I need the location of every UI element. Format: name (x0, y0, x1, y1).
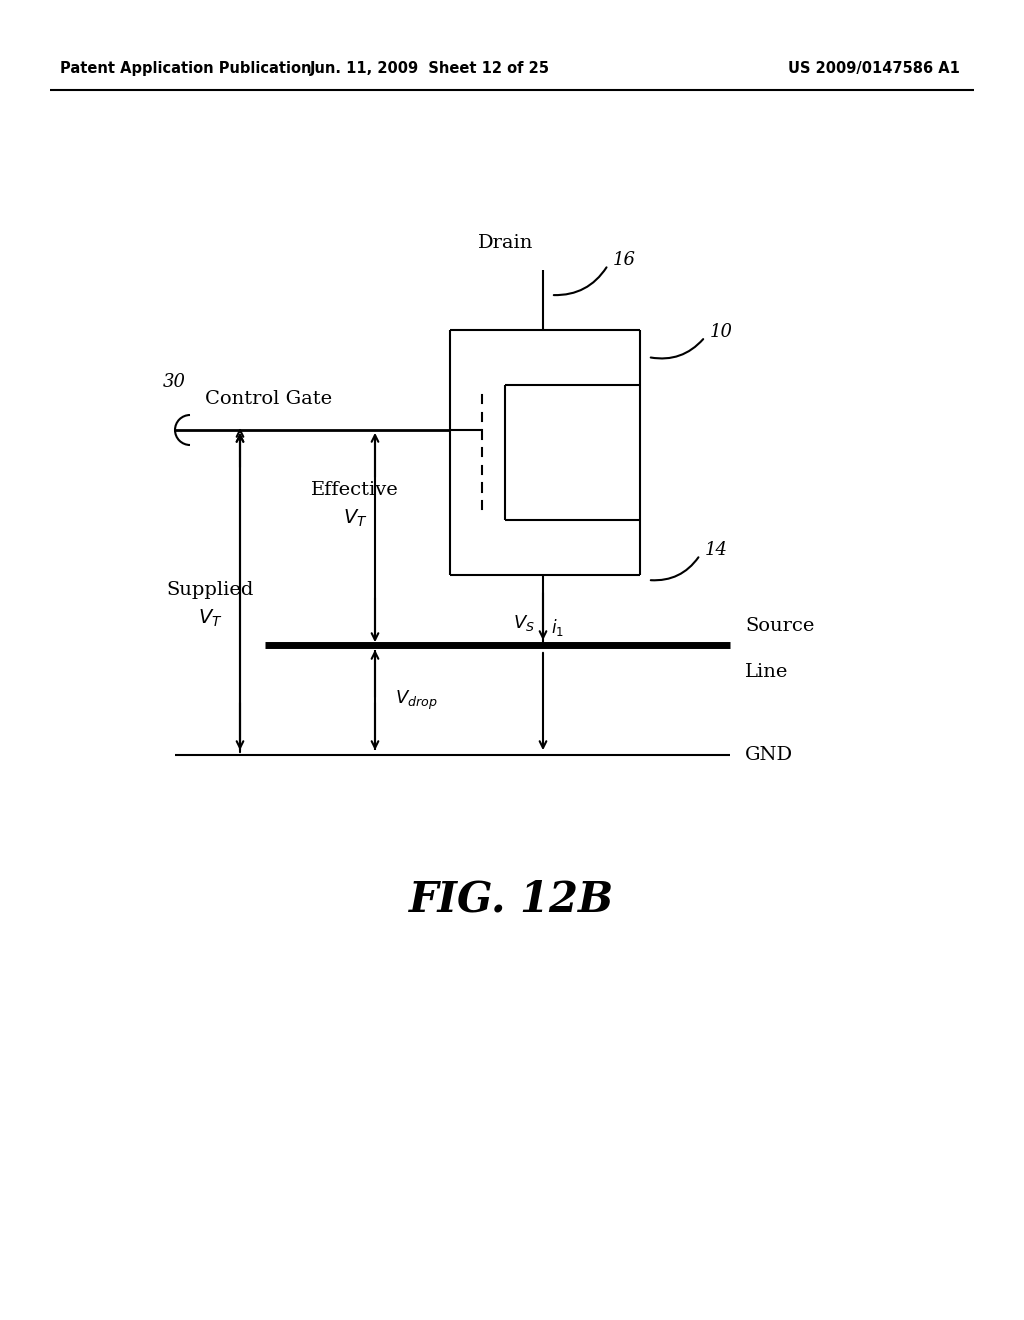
Text: GND: GND (745, 746, 794, 764)
Text: Control Gate: Control Gate (205, 389, 332, 408)
Text: $V_S$: $V_S$ (513, 612, 535, 634)
Text: Jun. 11, 2009  Sheet 12 of 25: Jun. 11, 2009 Sheet 12 of 25 (310, 61, 550, 75)
Text: Source: Source (745, 616, 814, 635)
Text: $V_T$: $V_T$ (343, 507, 368, 528)
Text: Supplied: Supplied (166, 581, 254, 599)
Text: $V_{drop}$: $V_{drop}$ (395, 689, 437, 711)
Text: Line: Line (745, 663, 788, 681)
Text: Drain: Drain (477, 234, 534, 252)
Text: 30: 30 (163, 374, 186, 391)
Text: Patent Application Publication: Patent Application Publication (60, 61, 311, 75)
Text: $V_T$: $V_T$ (198, 607, 222, 628)
Text: US 2009/0147586 A1: US 2009/0147586 A1 (788, 61, 961, 75)
Text: 10: 10 (710, 323, 733, 341)
Text: $i_1$: $i_1$ (551, 616, 564, 638)
Text: FIG. 12B: FIG. 12B (410, 879, 614, 921)
Text: Effective: Effective (311, 480, 399, 499)
Text: 16: 16 (613, 251, 636, 269)
Text: 14: 14 (705, 541, 728, 558)
